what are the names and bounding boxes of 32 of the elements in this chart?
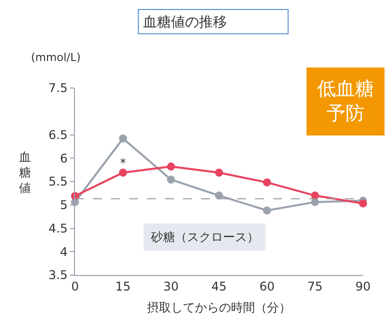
- point: [359, 199, 367, 208]
- point: [215, 192, 223, 200]
- point: [263, 178, 271, 186]
- point: [167, 176, 175, 184]
- y-tick-label: 5.5: [48, 174, 68, 189]
- x-tick-label: 60: [259, 279, 275, 294]
- x-tick-label: 45: [211, 279, 227, 294]
- text: (mmol/L): [31, 51, 81, 64]
- y-axis-title: 血糖値: [19, 150, 31, 196]
- series-label: 砂糖（スクロース）: [150, 230, 259, 244]
- point: [311, 192, 319, 200]
- point: [263, 206, 271, 214]
- x-tick-label: 15: [115, 279, 131, 294]
- y-tick-label: 6: [60, 151, 68, 166]
- y-tick-label: 4.5: [48, 221, 68, 236]
- x-tick-label: 30: [163, 279, 179, 294]
- point: [167, 162, 175, 171]
- y-tick-label: 6.5: [48, 128, 68, 142]
- x-tick-label: 90: [355, 279, 371, 294]
- annotation: *: [120, 156, 126, 170]
- x-tick-label: 75: [307, 279, 323, 294]
- y-tick-label: 4: [60, 244, 68, 259]
- annotation: 低血糖予防: [317, 78, 374, 125]
- chart-title: 血糖値の推移: [142, 14, 227, 30]
- y-tick-label: 3.5: [48, 268, 68, 282]
- y-tick-label: 5: [60, 198, 68, 212]
- point: [119, 134, 127, 142]
- point: [215, 168, 223, 177]
- point: [119, 168, 127, 177]
- y-tick-label: 7.5: [48, 81, 68, 96]
- x-axis-title: 摂取してからの時間（分）: [147, 300, 291, 314]
- x-tick-label: 0: [71, 279, 79, 294]
